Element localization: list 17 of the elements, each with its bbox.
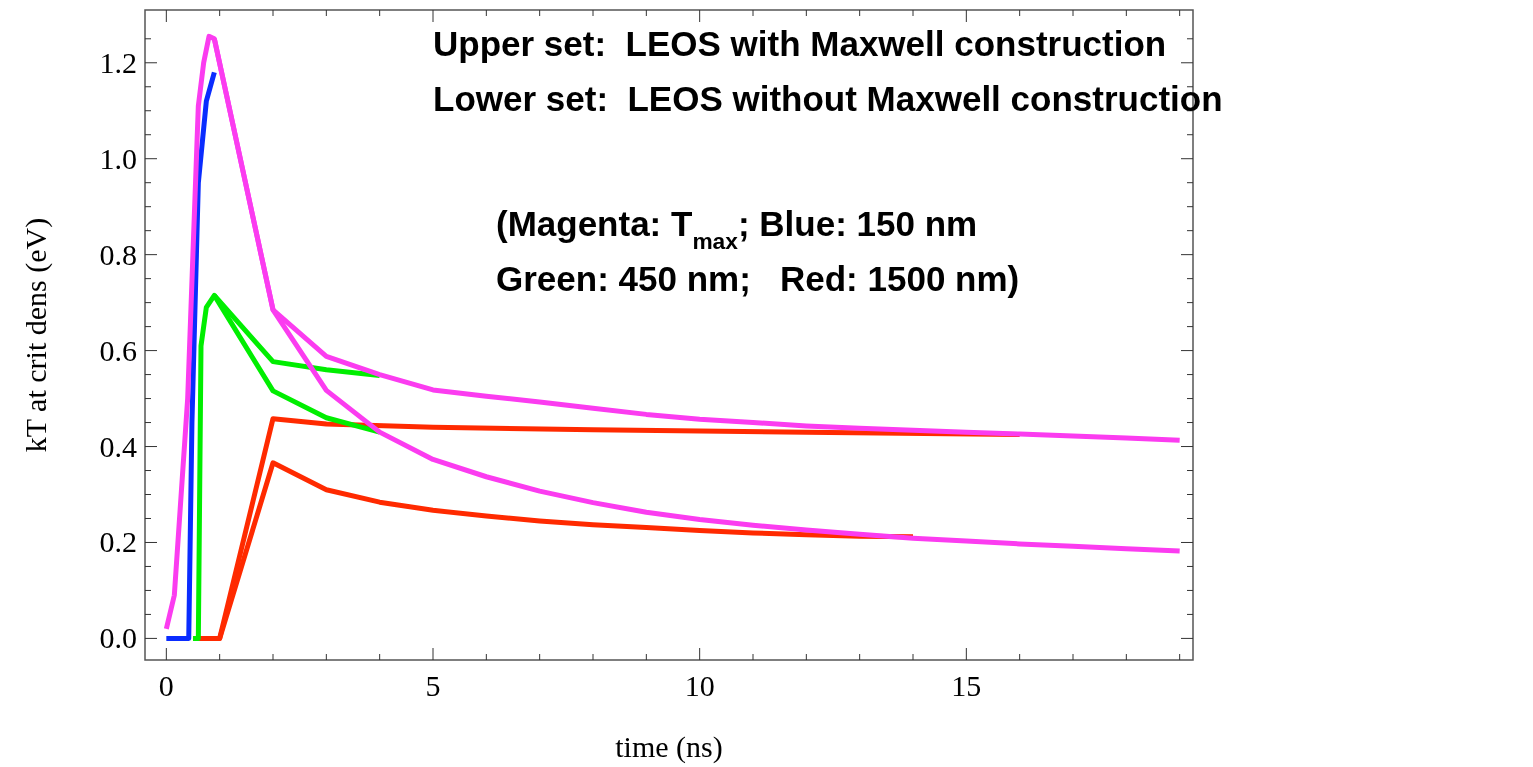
y-tick-label: 1.0	[99, 141, 137, 175]
x-axis-title: time (ns)	[615, 730, 723, 764]
annotation: Upper set: LEOS with Maxwell construction	[433, 24, 1167, 63]
x-tick-label: 10	[684, 669, 715, 702]
y-tick-label: 0.0	[99, 621, 137, 655]
x-tick-label: 0	[158, 669, 174, 702]
y-tick-label: 0.4	[99, 429, 137, 463]
annotation: (Magenta: T$_{max}$; Blue: 150 nm	[496, 204, 978, 254]
x-tick-label: 15	[951, 669, 982, 702]
y-tick-label: 0.2	[99, 525, 137, 559]
x-tick-label: 5	[425, 669, 441, 702]
y-tick-label: 1.2	[99, 45, 137, 79]
annotation: Lower set: LEOS without Maxwell construction	[433, 79, 1223, 118]
y-axis-title: kT at crit dens (eV)	[19, 217, 53, 453]
y-tick-label: 0.8	[99, 237, 137, 271]
y-tick-label: 0.6	[99, 333, 137, 367]
annotation: Green: 450 nm; Red: 1500 nm)	[496, 259, 1020, 298]
